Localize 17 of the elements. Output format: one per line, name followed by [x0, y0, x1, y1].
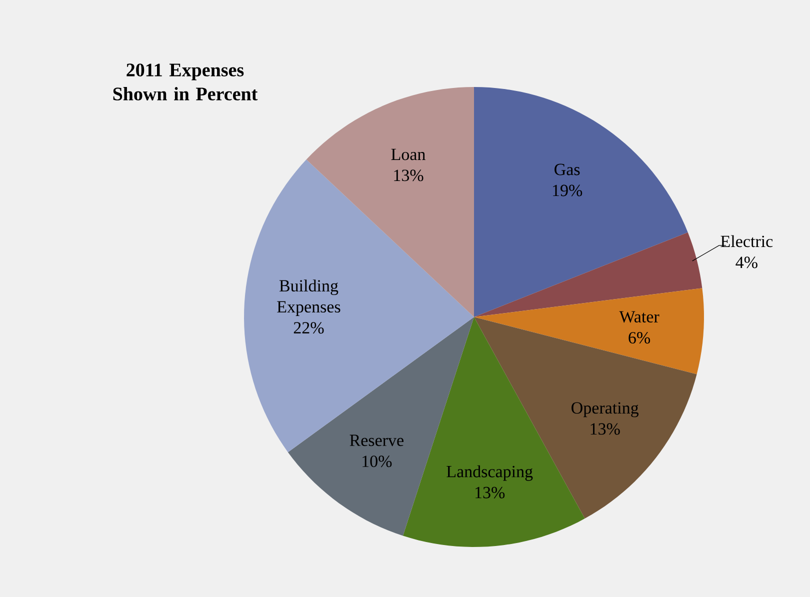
data-label: 13% [476, 486, 505, 498]
data-label: 13% [394, 170, 424, 182]
slice-label: Operating [572, 402, 639, 418]
slice-label: Water [619, 311, 660, 323]
slice-label: Building Expenses [277, 280, 340, 316]
data-label: 6% [628, 332, 650, 344]
data-label: 22% [294, 322, 324, 334]
data-label: 19% [553, 184, 582, 196]
slice-label: Landscaping [446, 465, 533, 481]
data-label: 4% [736, 256, 758, 268]
slice-label: Electric [720, 235, 773, 248]
data-label: 13% [590, 423, 620, 435]
chart-title: 2011 Expenses Shown in Percent [113, 64, 258, 100]
slice-label: Gas [554, 164, 580, 176]
slice-label: Reserve [350, 434, 404, 446]
slice-label: Loan [391, 148, 426, 160]
data-label: 10% [362, 456, 392, 468]
